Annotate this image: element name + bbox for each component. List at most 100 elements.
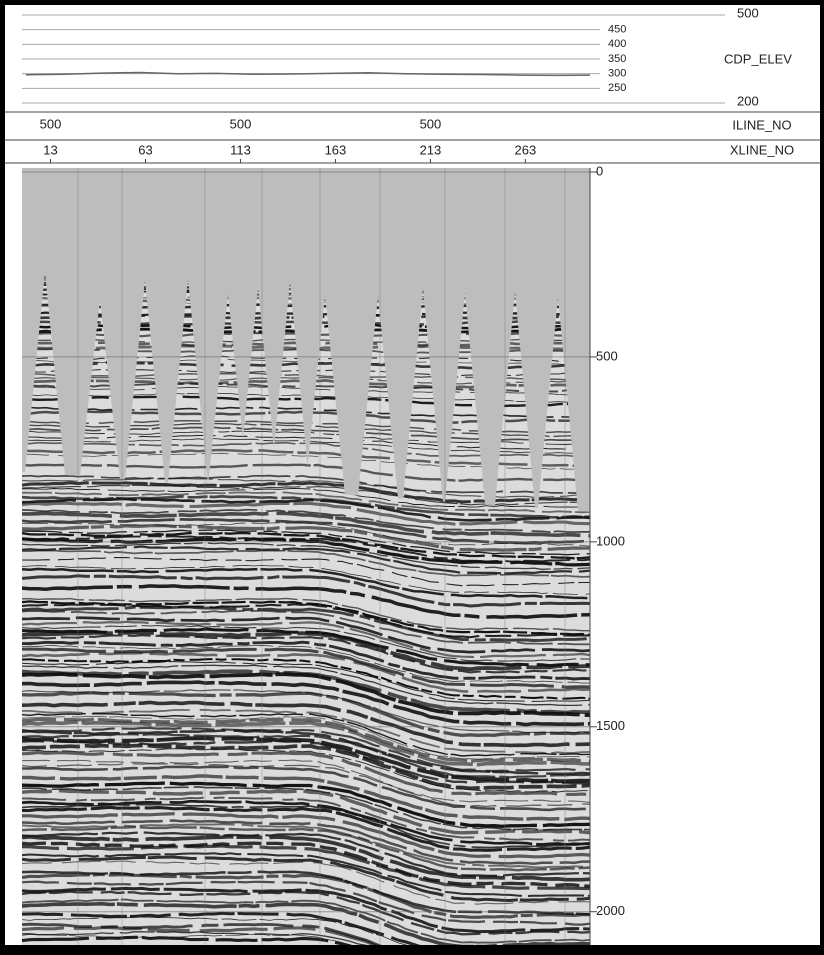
- time-tick-label: 500: [596, 348, 618, 363]
- reflector: [22, 898, 590, 944]
- reflector: [22, 661, 590, 702]
- reflector: [22, 700, 590, 748]
- reflector: [22, 717, 590, 763]
- reflector: [22, 523, 590, 552]
- reflector: [22, 759, 590, 803]
- iline-label: 500: [40, 116, 62, 131]
- reflector: [22, 799, 590, 846]
- reflector: [22, 616, 590, 654]
- reflector: [22, 531, 590, 560]
- reflector: [22, 774, 590, 822]
- reflector: [22, 549, 590, 578]
- elevation-tick-label: 450: [608, 24, 626, 36]
- reflector: [22, 708, 590, 755]
- reflector: [22, 574, 590, 608]
- reflector: [22, 805, 590, 852]
- reflector: [22, 825, 590, 872]
- xline-tick-label: 113: [230, 142, 251, 157]
- row-label: XLINE_NO: [730, 142, 794, 157]
- reflector: [22, 796, 590, 842]
- reflector: [22, 733, 590, 779]
- reflector: [22, 852, 590, 898]
- reflector: [22, 522, 590, 547]
- reflector: [22, 511, 590, 538]
- axes: 200 250 300 350 400 450 500 13 63 113 163 213 263 500…: [22, 5, 759, 945]
- reflector: [22, 634, 590, 674]
- time-tick-label: 0: [596, 163, 603, 178]
- reflector: [22, 762, 590, 808]
- reflector: [22, 487, 590, 509]
- reflector: [22, 624, 590, 662]
- reflector: [22, 785, 590, 831]
- reflector: [22, 640, 590, 681]
- elevation-tick-label: 350: [608, 53, 626, 65]
- reflector: [22, 497, 590, 522]
- row-label: ILINE_NO: [732, 117, 791, 132]
- reflector: [22, 508, 590, 533]
- reflector: [22, 712, 590, 757]
- reflector: [22, 630, 590, 672]
- reflector: [22, 916, 590, 945]
- reflector: [22, 901, 590, 945]
- reflector: [22, 691, 590, 738]
- reflector: [22, 664, 590, 707]
- reflector: [22, 931, 590, 945]
- reflector: [22, 557, 590, 587]
- reflector: [22, 743, 590, 791]
- reflector: [22, 501, 590, 526]
- reflector: [22, 647, 590, 689]
- reflector: [22, 645, 590, 684]
- reflector: [22, 803, 590, 849]
- reflector: [22, 605, 590, 642]
- reflector: [22, 484, 590, 506]
- reflector: [22, 651, 590, 694]
- elevation-tick-label: 200: [737, 93, 759, 108]
- reflector: [22, 715, 590, 760]
- xline-tick-label: 163: [325, 142, 347, 157]
- reflector: [22, 823, 590, 869]
- elevation-line: [25, 71, 591, 77]
- reflector: [22, 603, 590, 639]
- reflector: [22, 819, 590, 866]
- reflector: [22, 880, 590, 926]
- reflector: [22, 926, 590, 945]
- reflector: [22, 672, 590, 718]
- reflector: [22, 736, 590, 784]
- track-label: CDP_ELEV: [724, 51, 792, 66]
- reflector: [22, 537, 590, 567]
- reflector: [22, 935, 590, 945]
- xline-tick-label: 63: [138, 142, 152, 157]
- reflector: [22, 565, 590, 596]
- reflector: [22, 739, 590, 785]
- xline-tick-label: 263: [515, 142, 537, 157]
- iline-label: 500: [230, 116, 252, 131]
- reflector: [22, 609, 590, 646]
- reflector: [22, 911, 590, 945]
- iline-label: 500: [420, 116, 442, 131]
- time-tick-label: 2000: [596, 903, 625, 918]
- time-tick-label: 1500: [596, 718, 625, 733]
- reflector: [22, 890, 590, 936]
- reflector: [22, 765, 590, 812]
- elevation-tick-label: 300: [608, 68, 626, 80]
- reflector: [22, 529, 590, 556]
- reflector: [22, 860, 590, 905]
- reflector: [22, 720, 590, 767]
- time-tick-label: 1000: [596, 533, 625, 548]
- reflector: [22, 844, 590, 891]
- reflector: [22, 620, 590, 659]
- reflector: [22, 872, 590, 919]
- reflector: [22, 886, 590, 934]
- reflector: [22, 748, 590, 793]
- elevation-tick-label: 250: [608, 82, 626, 94]
- reflector: [22, 680, 590, 727]
- xline-tick-label: 13: [43, 142, 57, 157]
- reflector: [22, 584, 590, 620]
- elevation-tick-label: 400: [608, 38, 626, 50]
- xline-tick-label: 213: [420, 142, 442, 157]
- reflector: [22, 751, 590, 797]
- reflector: [22, 491, 590, 514]
- reflector: [22, 567, 590, 600]
- reflector: [22, 841, 590, 888]
